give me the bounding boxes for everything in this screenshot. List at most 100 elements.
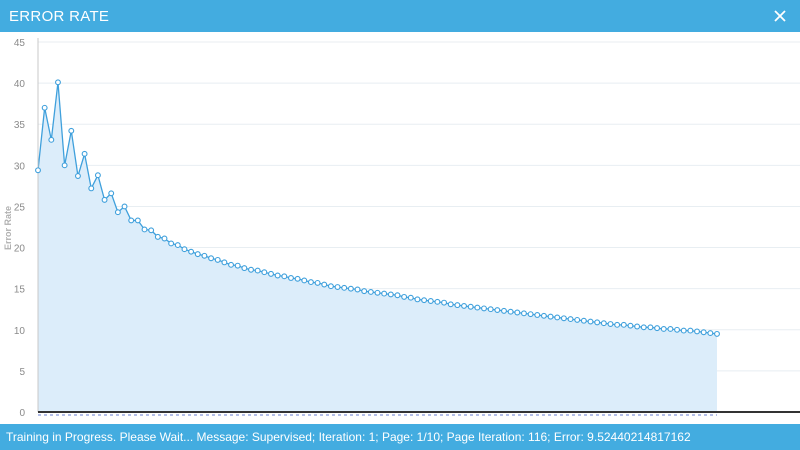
data-point (55, 79, 61, 86)
y-tick-label: 40 (14, 79, 26, 90)
title-bar: ERROR RATE (0, 0, 800, 32)
data-point (427, 298, 434, 304)
data-point (214, 256, 221, 263)
data-point (401, 293, 408, 300)
data-point (41, 104, 48, 111)
series-area (38, 82, 717, 413)
data-point (281, 273, 288, 280)
data-point (494, 307, 501, 313)
data-point (467, 303, 474, 310)
data-point (341, 284, 348, 291)
y-axis-label: Error Rate (3, 206, 13, 250)
data-point (361, 288, 368, 295)
data-point (680, 327, 687, 334)
data-point (454, 302, 461, 309)
y-tick-label: 0 (19, 408, 25, 419)
data-point (514, 309, 521, 316)
data-point (521, 310, 527, 317)
data-point (640, 324, 647, 331)
data-point (407, 294, 414, 301)
data-point (674, 326, 681, 333)
data-point (534, 312, 541, 318)
y-tick-label: 30 (14, 161, 26, 172)
data-point (248, 266, 254, 273)
data-point (594, 319, 601, 326)
data-point (620, 321, 627, 328)
data-point (700, 329, 707, 336)
data-point (527, 311, 534, 318)
data-point (580, 317, 587, 324)
data-point (447, 301, 454, 308)
data-point (221, 259, 228, 266)
data-point (161, 235, 168, 242)
chart-area: 0 5 10 15 20 25 30 35 40 45 Error Rate (0, 32, 800, 424)
data-point (274, 272, 281, 279)
data-point (501, 307, 507, 314)
points-layer (35, 79, 720, 337)
data-point (507, 308, 514, 315)
data-point (174, 242, 181, 249)
data-point (201, 252, 208, 259)
data-point (194, 251, 201, 258)
data-point (101, 196, 108, 203)
data-point (441, 299, 448, 306)
data-point (268, 270, 274, 277)
y-tick-label: 5 (19, 367, 25, 378)
data-point (307, 279, 314, 286)
data-point (347, 285, 354, 292)
data-point (707, 330, 714, 337)
status-bar: Training in Progress. Please Wait... Mes… (0, 424, 800, 450)
y-tick-label: 25 (14, 202, 26, 213)
data-point (141, 226, 148, 233)
data-point (687, 327, 694, 334)
data-point (181, 246, 188, 253)
data-point (614, 321, 621, 328)
data-point (148, 227, 155, 234)
data-point (354, 286, 361, 293)
data-point (434, 298, 441, 305)
data-point (374, 289, 381, 296)
data-point (168, 240, 175, 247)
data-point (294, 275, 301, 282)
error-rate-chart: 0 5 10 15 20 25 30 35 40 45 Error Rate (3, 38, 800, 419)
data-point (208, 255, 215, 262)
data-point (647, 324, 654, 331)
y-tick-label: 10 (14, 326, 26, 337)
data-point (554, 314, 561, 321)
data-point (321, 281, 328, 288)
data-point (128, 217, 135, 224)
data-point (461, 302, 467, 309)
data-point (667, 326, 674, 332)
data-point (560, 315, 567, 322)
close-button[interactable] (770, 6, 790, 26)
data-point (547, 313, 554, 320)
data-point (234, 262, 241, 269)
window-title: ERROR RATE (9, 8, 110, 25)
data-point (607, 321, 614, 327)
y-tick-label: 15 (14, 285, 26, 296)
data-point (567, 316, 574, 323)
data-point (74, 173, 81, 179)
data-point (68, 127, 75, 134)
data-point (334, 284, 341, 290)
y-tick-label: 20 (14, 244, 26, 255)
data-point (228, 261, 234, 268)
data-point (94, 172, 101, 179)
data-point (367, 289, 374, 295)
data-point (254, 267, 261, 274)
data-point (327, 283, 334, 290)
data-point (61, 162, 68, 169)
data-point (88, 185, 95, 192)
data-point (81, 150, 88, 157)
y-tick-label: 35 (14, 120, 26, 131)
data-point (634, 323, 641, 330)
y-tick-label: 45 (14, 38, 26, 49)
data-point (574, 316, 581, 323)
data-point (387, 291, 394, 298)
data-point (381, 290, 388, 297)
data-point (474, 304, 481, 311)
data-point (714, 330, 720, 337)
data-point (694, 328, 700, 335)
data-point (35, 167, 41, 174)
